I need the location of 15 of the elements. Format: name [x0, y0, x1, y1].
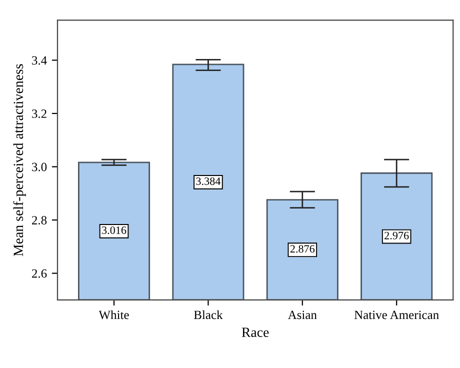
y-tick-label: 3.4	[32, 56, 47, 65]
x-tick-label: Asian	[288, 310, 317, 320]
y-tick-label: 2.8	[32, 216, 47, 225]
x-tick-label: White	[98, 310, 129, 320]
data-label: 3.016	[102, 226, 126, 234]
data-label: 2.876	[290, 245, 315, 253]
data-label: 3.384	[196, 177, 221, 186]
x-tick-label: Native American	[354, 310, 439, 320]
data-label: 2.976	[384, 232, 409, 240]
y-tick-label: 2.6	[32, 269, 47, 278]
x-axis-title: Race	[242, 328, 269, 337]
y-axis-title: Mean self-perceived attractiveness	[13, 64, 26, 256]
y-tick-label: 3.2	[32, 110, 46, 118]
y-tick-label: 3.0	[32, 162, 47, 172]
x-tick-label: Black	[194, 310, 223, 320]
